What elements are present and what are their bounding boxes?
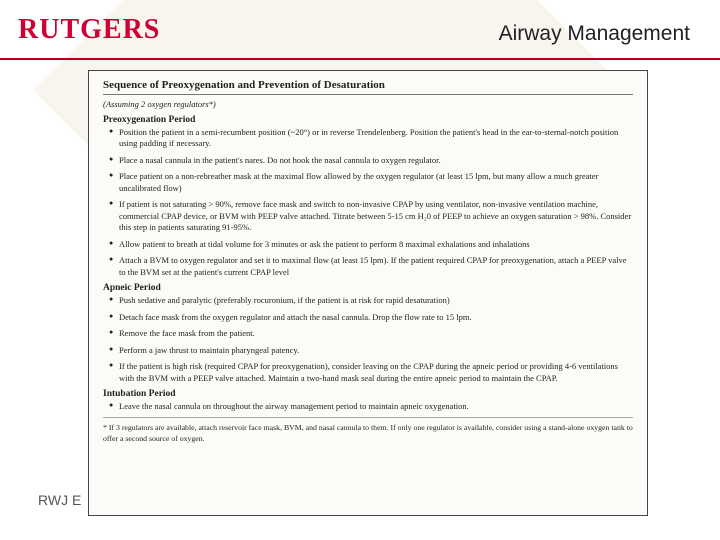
list-item: Detach face mask from the oxygen regulat… [109, 312, 633, 323]
list-item: Push sedative and paralytic (preferably … [109, 295, 633, 306]
header-divider [0, 58, 720, 60]
doc-assumption: (Assuming 2 oxygen regulators*) [103, 99, 633, 109]
doc-title: Sequence of Preoxygenation and Preventio… [103, 79, 633, 95]
list-item: Position the patient in a semi-recumbent… [109, 127, 633, 150]
list-item: Place a nasal cannula in the patient's n… [109, 155, 633, 166]
intubation-list: Leave the nasal cannula on throughout th… [109, 401, 633, 412]
list-item: If the patient is high risk (required CP… [109, 361, 633, 384]
document-panel: Sequence of Preoxygenation and Preventio… [88, 70, 648, 516]
logo-text: RUTGERS [18, 14, 160, 45]
footnote-divider [103, 417, 633, 418]
list-item: Perform a jaw thrust to maintain pharyng… [109, 345, 633, 356]
list-item: Place patient on a non-rebreather mask a… [109, 171, 633, 194]
footer-text: RWJ E [38, 492, 81, 508]
doc-footnote: * If 3 regulators are available, attach … [103, 423, 633, 443]
rutgers-logo: RUTGERS [18, 14, 160, 46]
apneic-list: Push sedative and paralytic (preferably … [109, 295, 633, 384]
section-heading-intubation: Intubation Period [103, 389, 633, 399]
list-item: Attach a BVM to oxygen regulator and set… [109, 255, 633, 278]
preoxy-list: Position the patient in a semi-recumbent… [109, 127, 633, 278]
section-heading-preoxy: Preoxygenation Period [103, 115, 633, 125]
section-heading-apneic: Apneic Period [103, 283, 633, 293]
list-item: Leave the nasal cannula on throughout th… [109, 401, 633, 412]
list-item: Remove the face mask from the patient. [109, 328, 633, 339]
slide-container: RUTGERS Airway Management RWJ E Sequence… [0, 0, 720, 540]
list-item: Allow patient to breath at tidal volume … [109, 239, 633, 250]
slide-title: Airway Management [499, 22, 690, 46]
list-item: If patient is not saturating > 90%, remo… [109, 199, 633, 233]
